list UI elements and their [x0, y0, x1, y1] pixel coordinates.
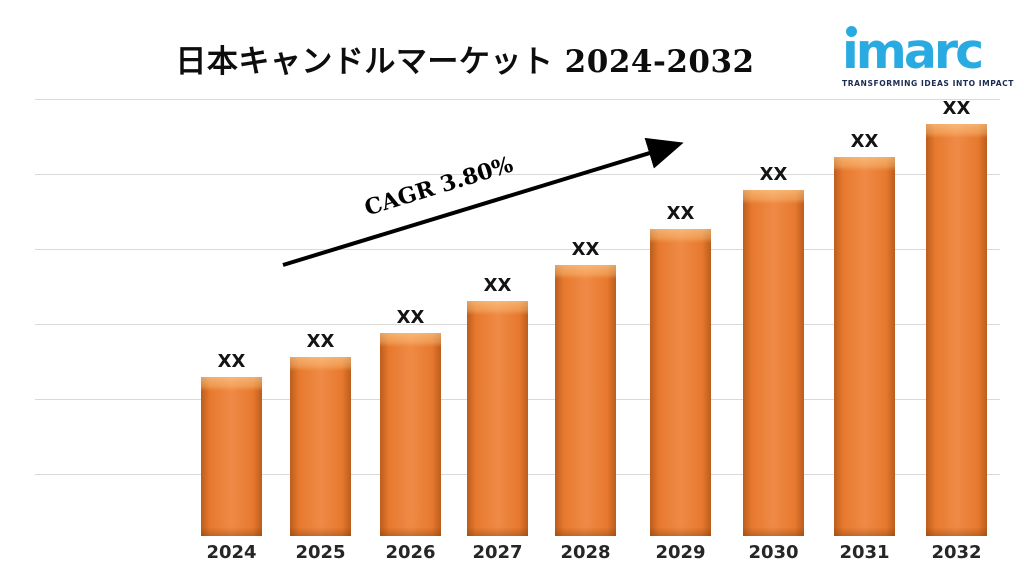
bar-value-label-2030: XX: [759, 164, 788, 185]
bar-2025: [290, 357, 351, 536]
bar-value-label-2024: XX: [217, 351, 246, 372]
logo-text: ımarc: [842, 23, 984, 80]
bar-2031: [834, 157, 895, 536]
x-axis-label-2028: 2028: [560, 542, 611, 563]
bar-2029: [650, 229, 711, 536]
bar-value-label-2027: XX: [483, 275, 512, 296]
bar-value-label-2029: XX: [666, 203, 695, 224]
bar-2028: [555, 265, 616, 536]
bar-value-label-2025: XX: [306, 331, 335, 352]
cagr-label: CAGR 3.80%: [361, 151, 517, 222]
x-axis-label-2030: 2030: [748, 542, 799, 563]
bar-2032: [926, 124, 987, 536]
chart-title: 日本キャンドルマーケット 2024-2032: [175, 44, 755, 80]
imarc-logo: ımarc TRANSFORMING IDEAS INTO IMPACT: [842, 18, 1014, 88]
logo-dot-icon: [846, 26, 857, 37]
gridline-0: [35, 99, 1000, 100]
x-axis-label-2032: 2032: [931, 542, 982, 563]
x-axis-label-2031: 2031: [839, 542, 890, 563]
bar-2027: [467, 301, 528, 536]
x-axis-label-2025: 2025: [295, 542, 346, 563]
x-axis-label-2026: 2026: [385, 542, 436, 563]
x-axis-label-2027: 2027: [472, 542, 523, 563]
bar-value-label-2031: XX: [850, 131, 879, 152]
bar-2024: [201, 377, 262, 536]
bar-2030: [743, 190, 804, 536]
logo-tagline: TRANSFORMING IDEAS INTO IMPACT: [842, 79, 1014, 88]
x-axis-label-2029: 2029: [655, 542, 706, 563]
bar-value-label-2026: XX: [396, 307, 425, 328]
x-axis-label-2024: 2024: [206, 542, 257, 563]
bar-value-label-2032: XX: [942, 98, 971, 119]
bar-value-label-2028: XX: [571, 239, 600, 260]
bar-2026: [380, 333, 441, 536]
